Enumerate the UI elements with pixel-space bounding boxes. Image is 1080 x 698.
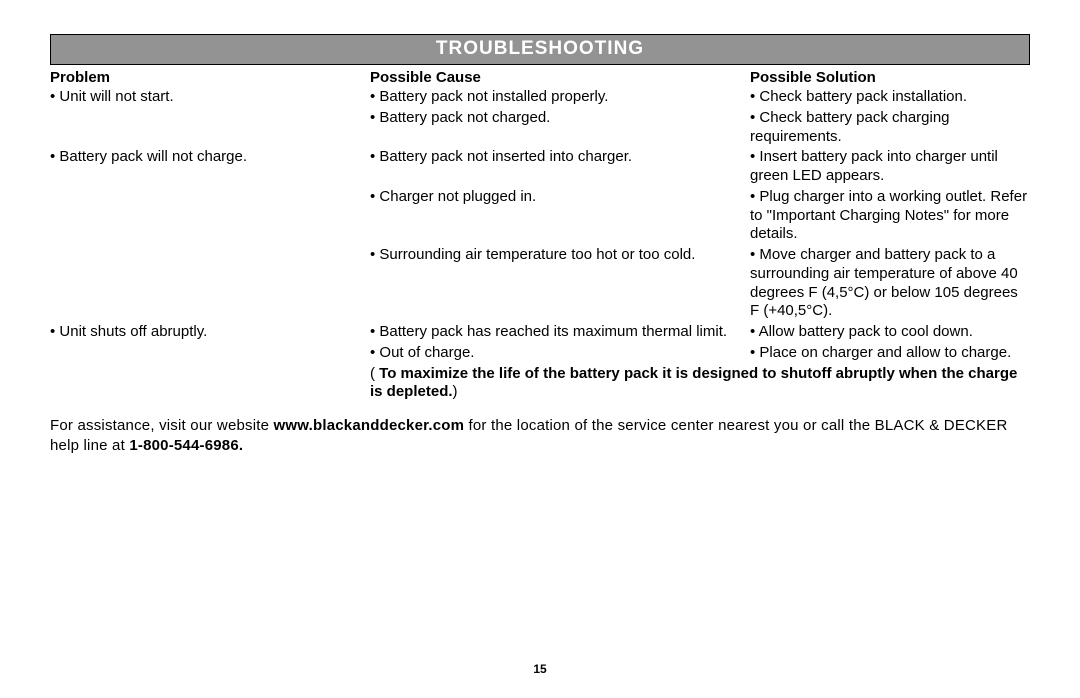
cell-problem [50, 109, 370, 147]
table-row: • Unit shuts off abruptly. • Battery pac… [50, 323, 1030, 342]
assist-url: www.blackanddecker.com [274, 417, 465, 434]
troubleshooting-table: Problem Possible Cause Possible Solution… [50, 69, 1030, 402]
cell-cause: • Surrounding air temperature too hot or… [370, 246, 750, 321]
assist-pre: For assistance, visit our website [50, 417, 274, 434]
assistance-paragraph: For assistance, visit our website www.bl… [50, 416, 1030, 457]
cell-problem [50, 188, 370, 244]
cell-problem: • Unit shuts off abruptly. [50, 323, 370, 342]
cell-solution: • Allow battery pack to cool down. [750, 323, 1030, 342]
header-solution: Possible Solution [750, 69, 1030, 86]
cell-solution: • Check battery pack installation. [750, 88, 1030, 107]
cell-cause: • Battery pack not inserted into charger… [370, 148, 750, 186]
table-row: • Surrounding air temperature too hot or… [50, 246, 1030, 321]
document-page: TROUBLESHOOTING Problem Possible Cause P… [0, 0, 1080, 698]
cell-solution: • Plug charger into a working outlet. Re… [750, 188, 1030, 244]
note-cell: ( To maximize the life of the battery pa… [370, 365, 1030, 403]
cell-cause: • Charger not plugged in. [370, 188, 750, 244]
cell-problem [50, 344, 370, 363]
title-bar: TROUBLESHOOTING [50, 34, 1030, 65]
cell-cause: • Battery pack not charged. [370, 109, 750, 147]
cell-empty [50, 365, 370, 403]
cell-solution: • Move charger and battery pack to a sur… [750, 246, 1030, 321]
cell-problem [50, 246, 370, 321]
table-row: • Out of charge. • Place on charger and … [50, 344, 1030, 363]
page-number: 15 [0, 662, 1080, 676]
header-problem: Problem [50, 69, 370, 86]
table-row: • Battery pack not charged. • Check batt… [50, 109, 1030, 147]
cell-solution: • Place on charger and allow to charge. [750, 344, 1030, 363]
assist-phone: 1-800-544-6986. [129, 437, 243, 454]
table-header-row: Problem Possible Cause Possible Solution [50, 69, 1030, 86]
table-row: • Battery pack will not charge. • Batter… [50, 148, 1030, 186]
cell-problem: • Battery pack will not charge. [50, 148, 370, 186]
table-row: • Charger not plugged in. • Plug charger… [50, 188, 1030, 244]
cell-cause: • Out of charge. [370, 344, 750, 363]
note-close: ) [453, 383, 458, 400]
table-row: • Unit will not start. • Battery pack no… [50, 88, 1030, 107]
note-text: To maximize the life of the battery pack… [370, 365, 1017, 401]
cell-solution: • Check battery pack charging requiremen… [750, 109, 1030, 147]
title-text: TROUBLESHOOTING [436, 38, 644, 59]
cell-cause: • Battery pack has reached its maximum t… [370, 323, 750, 342]
cell-solution: • Insert battery pack into charger until… [750, 148, 1030, 186]
note-row: ( To maximize the life of the battery pa… [50, 365, 1030, 403]
cell-problem: • Unit will not start. [50, 88, 370, 107]
header-cause: Possible Cause [370, 69, 750, 86]
cell-cause: • Battery pack not installed properly. [370, 88, 750, 107]
note-open: ( [370, 365, 379, 382]
